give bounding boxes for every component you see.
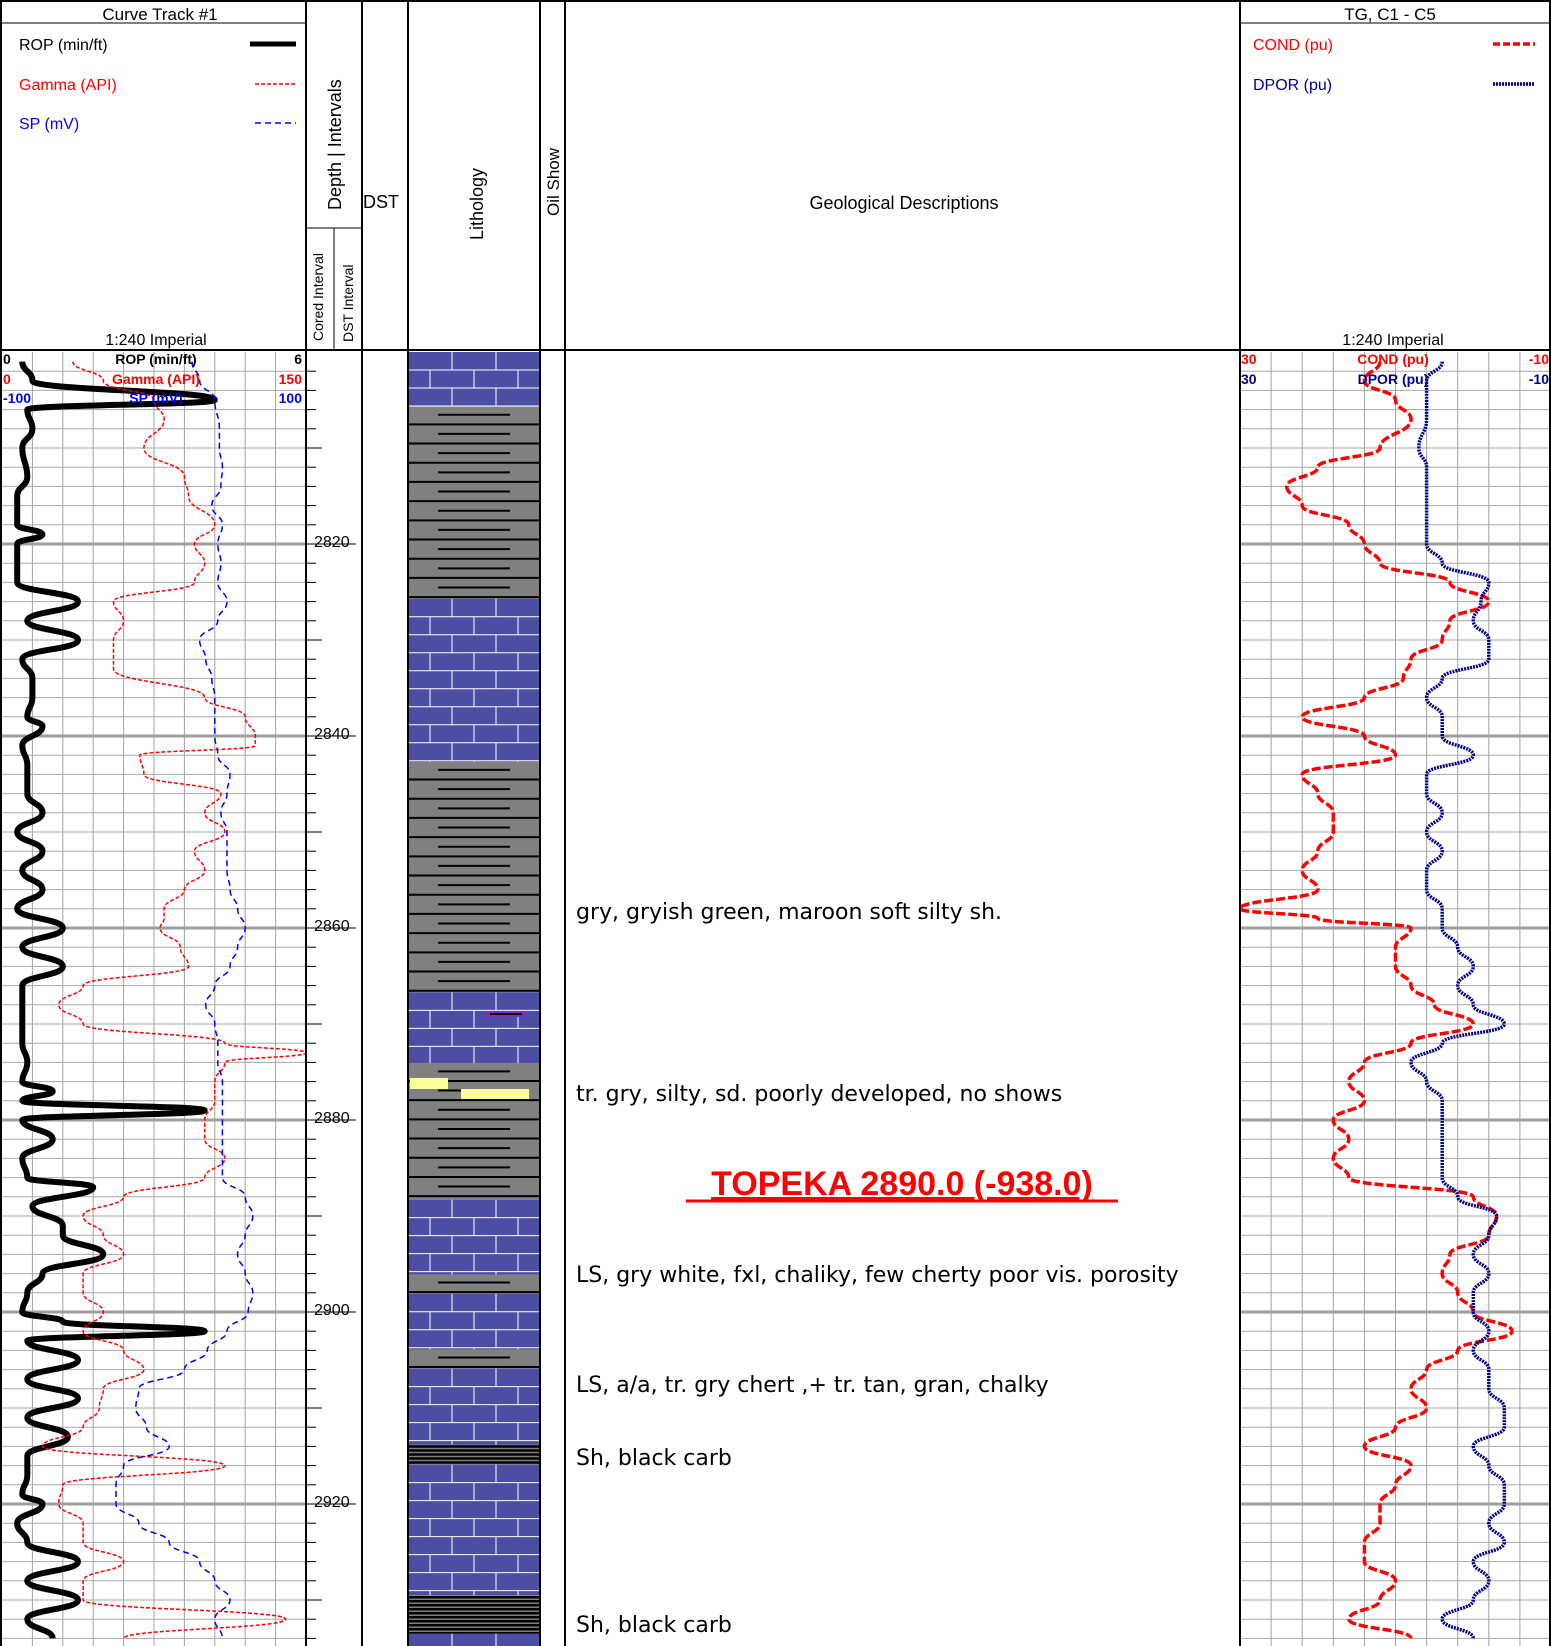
curve-sp	[115, 361, 254, 1639]
lithology-label: Lithology	[467, 168, 487, 240]
dst-interval-label: DST Interval	[340, 264, 356, 342]
description-text: gry, gryish green, maroon soft silty sh.	[576, 900, 1002, 925]
depth-tick-labels: 2820 2840 2860 2880 2900 2920	[314, 534, 350, 1511]
depth-tick-label: 2840	[314, 726, 350, 743]
cond-scale-name: COND (pu)	[1357, 351, 1429, 367]
geological-descriptions-label: Geological Descriptions	[809, 193, 998, 213]
lithology-bed-ls	[408, 1633, 540, 1646]
dpor-scale-max: -10	[1529, 371, 1549, 387]
right-track-grid	[1240, 352, 1551, 1646]
scale-right-label: 1:240 Imperial	[1342, 332, 1443, 349]
legend-gamma-label: Gamma (API)	[19, 77, 117, 94]
legend-dpor-label: DPOR (pu)	[1253, 77, 1332, 94]
curve-track-title: Curve Track #1	[102, 5, 217, 24]
cond-scale-max: -10	[1529, 351, 1549, 367]
cond-scale-min: 30	[1241, 351, 1257, 367]
legend-rop-label: ROP (min/ft)	[19, 37, 108, 54]
right-track-title: TG, C1 - C5	[1344, 5, 1436, 24]
oil-show-label: Oil Show	[544, 147, 563, 216]
sand-lens	[410, 1078, 448, 1089]
legend-sp-label: SP (mV)	[19, 116, 79, 133]
depth-intervals-label: Depth | Intervals	[325, 79, 345, 210]
description-text: tr. gry, silty, sd. poorly developed, no…	[576, 1082, 1062, 1107]
sp-scale-name: SP (mV)	[129, 390, 182, 406]
dpor-scale-min: 30	[1241, 371, 1257, 387]
sp-scale-min: -100	[3, 390, 31, 406]
scale-rows-right: 30 COND (pu) -10 30 DPOR (pu) -10	[1241, 351, 1549, 387]
description-text: Sh, black carb	[576, 1446, 732, 1471]
lithology-bed-sh	[408, 406, 540, 599]
lithology-bed-sh	[408, 1274, 540, 1294]
sand-lens	[461, 1089, 529, 1099]
description-text: LS, a/a, tr. gry chert ,+ tr. tan, gran,…	[576, 1373, 1049, 1398]
legend-cond-label: COND (pu)	[1253, 37, 1333, 54]
rop-scale-max: 6	[294, 351, 302, 367]
curve-gamma	[41, 361, 307, 1640]
depth-tick-label: 2900	[314, 1302, 350, 1319]
gamma-scale-max: 150	[279, 371, 303, 387]
gamma-scale-min: 0	[3, 371, 11, 387]
curve-rop	[14, 361, 218, 1640]
lithology-column	[408, 352, 540, 1646]
lithology-bed-sh	[408, 761, 540, 993]
dst-label: DST	[363, 192, 399, 212]
dpor-scale-name: DPOR (pu)	[1358, 371, 1429, 387]
description-text: Sh, black carb	[576, 1613, 732, 1638]
rop-scale-min: 0	[3, 351, 11, 367]
scale-rows-left: 0 ROP (min/ft) 6 0 Gamma (API) 150 -100 …	[3, 351, 302, 406]
depth-tick-label: 2920	[314, 1494, 350, 1511]
depth-tick-label: 2820	[314, 534, 350, 551]
cored-interval-label: Cored Interval	[310, 253, 326, 341]
depth-tick-label: 2860	[314, 918, 350, 935]
depth-tick-label: 2880	[314, 1110, 350, 1127]
gamma-scale-name: Gamma (API)	[112, 371, 200, 387]
curve-dpor	[1409, 361, 1507, 1640]
lithology-bed-sh	[408, 1349, 540, 1369]
curves	[14, 361, 1514, 1640]
curve-cond	[1238, 361, 1514, 1640]
formation-top-topeka: TOPEKA 2890.0 (-938.0)	[711, 1165, 1093, 1203]
descriptions: gry, gryish green, maroon soft silty sh.…	[576, 900, 1179, 1638]
curve-track-grid	[2, 352, 306, 1646]
description-text: LS, gry white, fxl, chaliky, few cherty …	[576, 1263, 1179, 1288]
scale-left-label: 1:240 Imperial	[105, 332, 206, 349]
rop-scale-name: ROP (min/ft)	[115, 351, 196, 367]
sp-scale-max: 100	[279, 390, 303, 406]
